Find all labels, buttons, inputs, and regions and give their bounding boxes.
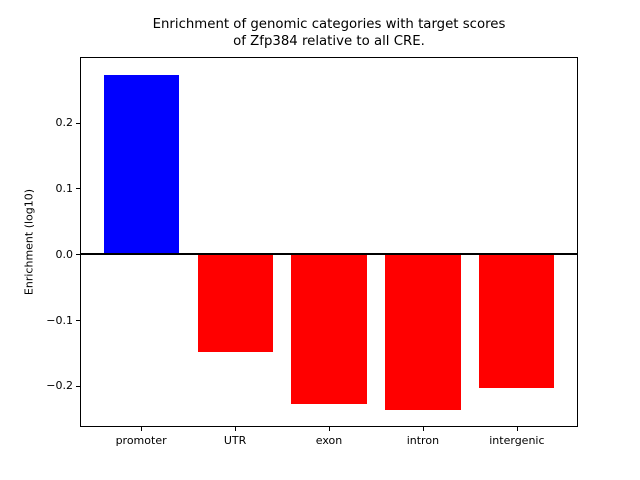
bar-exon xyxy=(291,254,367,405)
x-tick-mark xyxy=(235,427,237,431)
y-axis-label: Enrichment (log10) xyxy=(22,188,36,296)
x-tick-label-intergenic: intergenic xyxy=(489,434,545,447)
bar-promoter xyxy=(103,74,179,255)
y-tick-label: −0.2 xyxy=(46,379,73,393)
zero-line xyxy=(81,253,577,256)
bar-UTR xyxy=(197,254,273,353)
y-tick-label: 0.0 xyxy=(55,247,74,261)
y-tick-mark xyxy=(76,254,80,256)
x-tick-mark xyxy=(141,427,143,431)
y-tick-label: −0.1 xyxy=(46,313,73,327)
bar-intron xyxy=(385,254,461,411)
x-tick-mark xyxy=(422,427,424,431)
plot-area xyxy=(80,57,578,427)
x-tick-label-intron: intron xyxy=(406,434,440,447)
y-tick-mark xyxy=(76,385,80,387)
y-tick-mark xyxy=(76,122,80,124)
x-tick-label-UTR: UTR xyxy=(223,434,247,447)
y-tick-label: 0.1 xyxy=(55,181,74,195)
y-tick-label: 0.2 xyxy=(55,116,74,129)
x-tick-label-exon: exon xyxy=(315,434,343,447)
x-tick-mark xyxy=(329,427,330,431)
x-tick-mark xyxy=(516,427,518,431)
y-tick-mark xyxy=(76,320,80,321)
chart-title: Enrichment of genomic categories with ta… xyxy=(152,17,506,49)
bar-intergenic xyxy=(479,254,555,389)
y-tick-mark xyxy=(76,188,80,190)
x-tick-label-promoter: promoter xyxy=(115,434,167,447)
